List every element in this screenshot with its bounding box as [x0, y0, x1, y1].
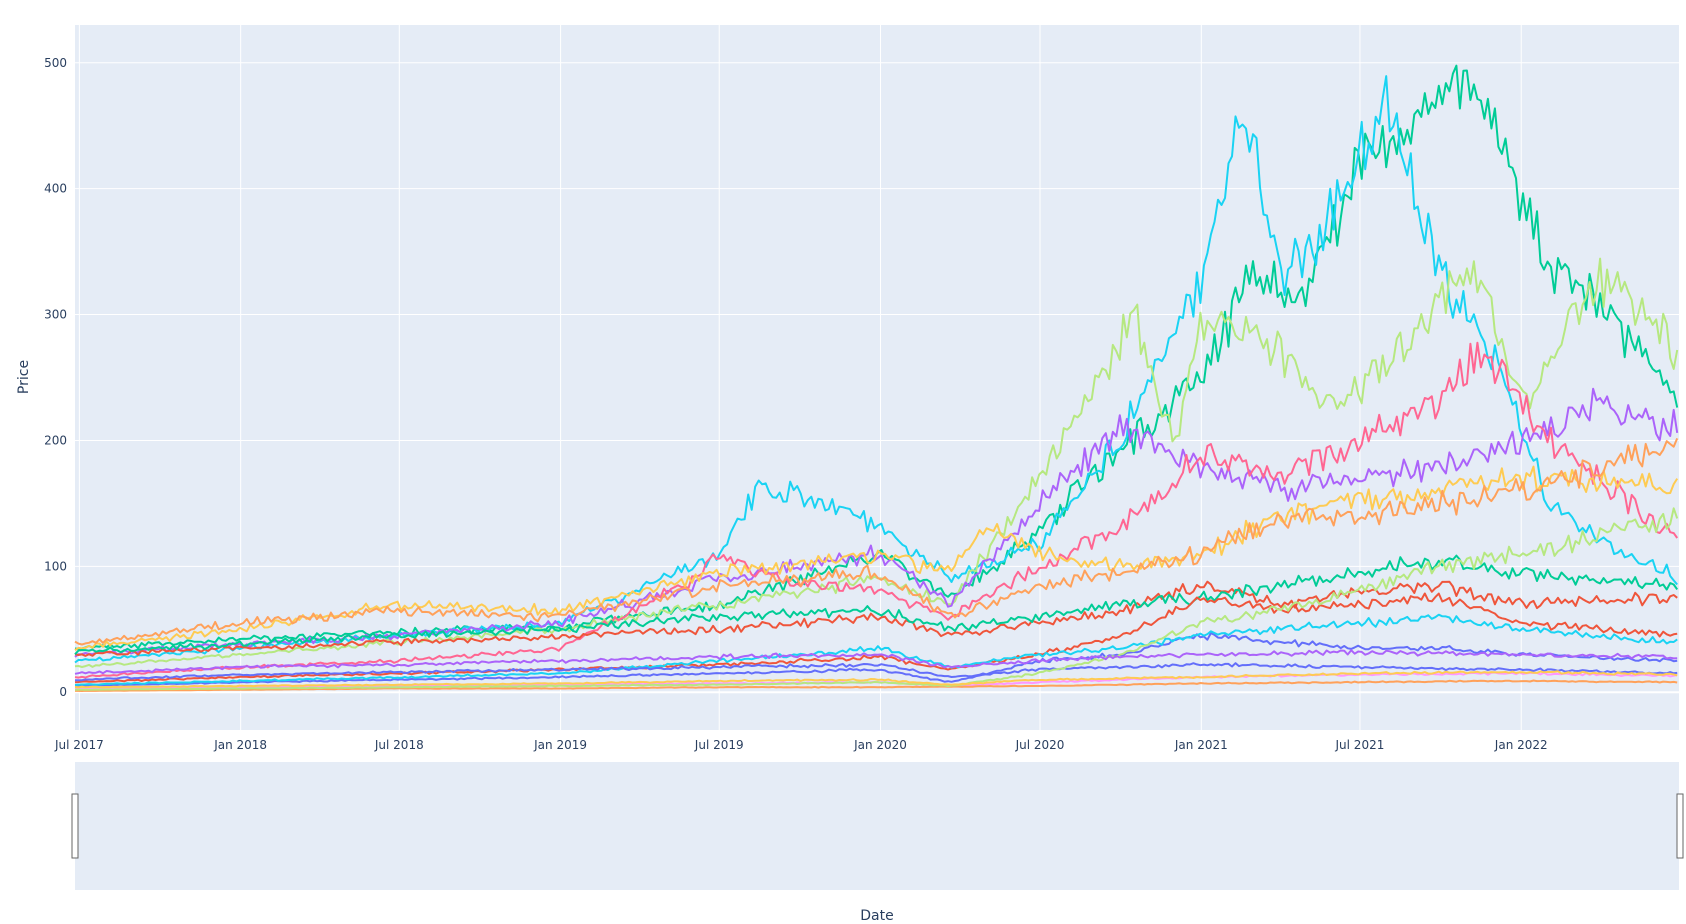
- series-line-18: [74, 670, 1678, 689]
- series-line-15: [75, 662, 1678, 682]
- grid-lines: [75, 25, 1679, 730]
- series-line-6: [74, 465, 1679, 651]
- series-line-9: [74, 554, 1679, 655]
- series-line-8: [74, 580, 1678, 657]
- range-slider-left-handle[interactable]: [71, 793, 79, 859]
- x-tick-label: Jul 2017: [54, 738, 104, 752]
- y-tick-label: 200: [44, 433, 67, 447]
- x-axis-title: Date: [860, 908, 893, 924]
- range-slider-track[interactable]: [75, 762, 1679, 890]
- series-line-16: [74, 507, 1679, 691]
- series-line-10: [74, 632, 1678, 687]
- x-tick-label: Jan 2020: [853, 738, 907, 752]
- x-tick-label: Jan 2018: [213, 738, 267, 752]
- y-tick-label: 400: [44, 182, 67, 196]
- x-tick-label: Jan 2021: [1174, 738, 1228, 752]
- x-axis-ticks: Jul 2017 Jan 2018 Jul 2018 Jan 2019 Jul 2019…: [54, 738, 1548, 752]
- x-tick-label: Jul 2018: [374, 738, 424, 752]
- series-line-17: [74, 649, 1678, 675]
- series-line-3: [74, 257, 1679, 668]
- y-tick-label: 300: [44, 308, 67, 322]
- x-tick-label: Jul 2021: [1335, 738, 1385, 752]
- plot-area: [75, 25, 1679, 730]
- series-line-14: [75, 679, 1678, 692]
- y-axis-ticks: 0 100 200 300 400 500: [44, 56, 67, 699]
- x-tick-label: Jan 2019: [533, 738, 587, 752]
- x-tick-label: Jul 2020: [1015, 738, 1065, 752]
- x-tick-label: Jan 2022: [1494, 738, 1548, 752]
- y-tick-label: 500: [44, 56, 67, 70]
- y-tick-label: 0: [59, 685, 67, 699]
- y-axis-title: Price: [16, 360, 32, 394]
- x-tick-label: Jul 2019: [694, 738, 744, 752]
- series-line-12: [74, 613, 1678, 686]
- y-tick-label: 100: [44, 559, 67, 573]
- series-line-7: [74, 438, 1679, 646]
- series-lines: [74, 64, 1679, 692]
- range-slider-right-handle[interactable]: [1676, 793, 1684, 859]
- range-slider[interactable]: [71, 762, 1684, 890]
